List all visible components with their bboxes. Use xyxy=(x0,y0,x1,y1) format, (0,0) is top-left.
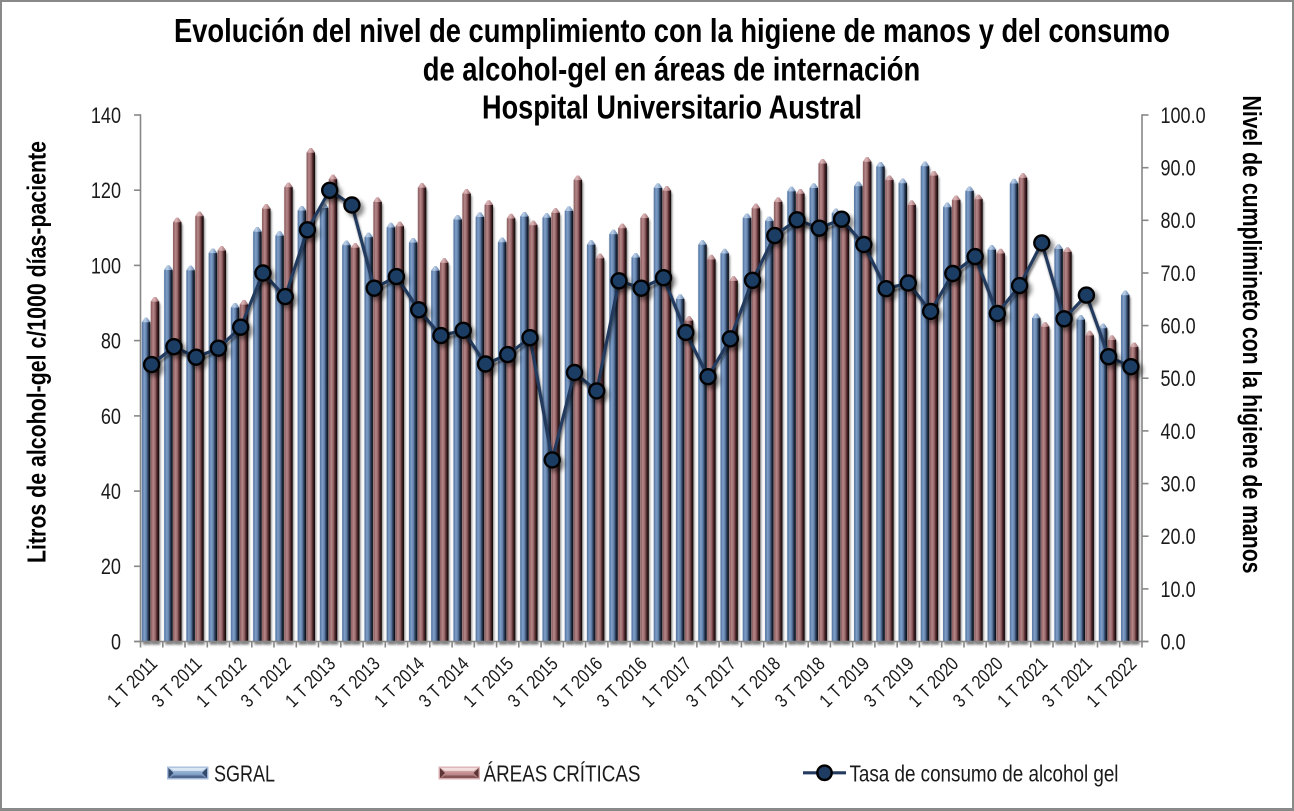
svg-text:20: 20 xyxy=(101,554,121,579)
svg-text:60.0: 60.0 xyxy=(1161,314,1196,339)
svg-text:50.0: 50.0 xyxy=(1161,366,1196,391)
svg-text:SGRAL: SGRAL xyxy=(214,761,275,787)
svg-text:140: 140 xyxy=(91,103,121,128)
svg-text:10.0: 10.0 xyxy=(1161,577,1196,602)
svg-text:70.0: 70.0 xyxy=(1161,261,1196,286)
svg-text:60: 60 xyxy=(101,404,121,429)
svg-text:0.0: 0.0 xyxy=(1161,629,1186,654)
svg-text:100.0: 100.0 xyxy=(1161,103,1206,128)
svg-text:30.0: 30.0 xyxy=(1161,471,1196,496)
svg-text:20.0: 20.0 xyxy=(1161,524,1196,549)
svg-text:40: 40 xyxy=(101,479,121,504)
svg-text:120: 120 xyxy=(91,178,121,203)
svg-text:0: 0 xyxy=(111,629,121,654)
svg-text:90.0: 90.0 xyxy=(1161,156,1196,181)
svg-text:Litros de alcohol-gel c/1000 d: Litros de alcohol-gel c/1000 días-pacien… xyxy=(22,141,52,563)
svg-text:80: 80 xyxy=(101,329,121,354)
svg-text:Nivel de cumplimineto con la h: Nivel de cumplimineto con la higiene de … xyxy=(1237,96,1265,574)
svg-text:100: 100 xyxy=(91,253,121,278)
svg-text:80.0: 80.0 xyxy=(1161,208,1196,233)
svg-text:40.0: 40.0 xyxy=(1161,419,1196,444)
svg-text:ÁREAS CRÍTICAS: ÁREAS CRÍTICAS xyxy=(484,761,641,787)
svg-text:Evolución del nivel de cumplim: Evolución del nivel de cumplimiento con … xyxy=(174,12,1170,49)
svg-text:Tasa de consumo de alcohol gel: Tasa de consumo de alcohol gel xyxy=(850,761,1119,787)
svg-text:Hospital Universitario Austral: Hospital Universitario Austral xyxy=(482,89,862,126)
svg-text:1 T 2022: 1 T 2022 xyxy=(1083,654,1141,712)
svg-text:de alcohol-gel en áreas de int: de alcohol-gel en áreas de internación xyxy=(423,50,921,87)
